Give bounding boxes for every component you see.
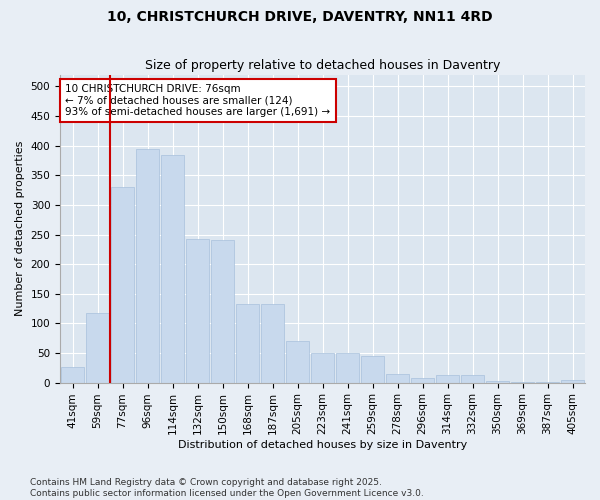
Y-axis label: Number of detached properties: Number of detached properties bbox=[15, 141, 25, 316]
Bar bbox=[261, 304, 284, 382]
Bar bbox=[86, 312, 109, 382]
Bar bbox=[386, 374, 409, 382]
Title: Size of property relative to detached houses in Daventry: Size of property relative to detached ho… bbox=[145, 59, 500, 72]
Bar bbox=[411, 378, 434, 382]
Bar bbox=[211, 240, 234, 382]
Text: 10 CHRISTCHURCH DRIVE: 76sqm
← 7% of detached houses are smaller (124)
93% of se: 10 CHRISTCHURCH DRIVE: 76sqm ← 7% of det… bbox=[65, 84, 331, 117]
Bar bbox=[311, 353, 334, 382]
Text: Contains HM Land Registry data © Crown copyright and database right 2025.
Contai: Contains HM Land Registry data © Crown c… bbox=[30, 478, 424, 498]
Bar bbox=[286, 341, 309, 382]
Bar bbox=[236, 304, 259, 382]
Bar bbox=[361, 356, 384, 382]
Bar bbox=[136, 148, 159, 382]
Bar bbox=[161, 154, 184, 382]
X-axis label: Distribution of detached houses by size in Daventry: Distribution of detached houses by size … bbox=[178, 440, 467, 450]
Bar bbox=[186, 239, 209, 382]
Bar bbox=[561, 380, 584, 382]
Bar bbox=[436, 376, 459, 382]
Text: 10, CHRISTCHURCH DRIVE, DAVENTRY, NN11 4RD: 10, CHRISTCHURCH DRIVE, DAVENTRY, NN11 4… bbox=[107, 10, 493, 24]
Bar bbox=[61, 366, 84, 382]
Bar bbox=[111, 187, 134, 382]
Bar bbox=[461, 376, 484, 382]
Bar bbox=[336, 353, 359, 382]
